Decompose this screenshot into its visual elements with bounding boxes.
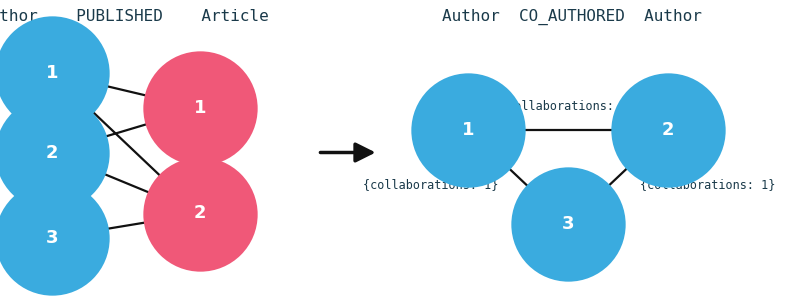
Point [562, 222, 574, 227]
Point [462, 127, 474, 132]
Text: 3: 3 [562, 215, 574, 233]
Point [194, 211, 206, 216]
Point [46, 235, 58, 240]
Text: 1: 1 [462, 120, 474, 139]
Point [46, 150, 58, 155]
Text: 3: 3 [46, 229, 58, 247]
Text: 2: 2 [194, 204, 206, 223]
Text: 1: 1 [46, 64, 58, 82]
Point [194, 106, 206, 111]
Text: {collaborations: 1}: {collaborations: 1} [362, 178, 498, 191]
Text: Author    PUBLISHED    Article: Author PUBLISHED Article [0, 9, 268, 24]
Text: 2: 2 [46, 143, 58, 162]
Text: Author  CO_AUTHORED  Author: Author CO_AUTHORED Author [442, 9, 702, 25]
Text: {collaborations: 1}: {collaborations: 1} [640, 178, 776, 191]
Point [662, 127, 674, 132]
Point [46, 71, 58, 76]
Text: {collaborations: 2}: {collaborations: 2} [500, 99, 636, 112]
Text: 1: 1 [194, 99, 206, 117]
Text: 2: 2 [662, 120, 674, 139]
